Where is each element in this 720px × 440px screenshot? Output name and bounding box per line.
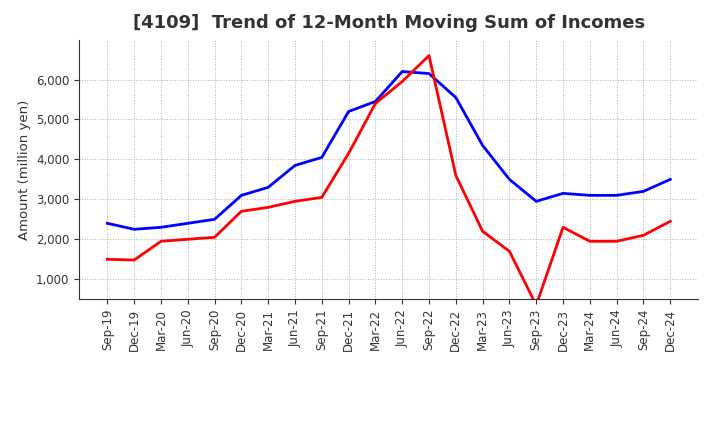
Ordinary Income (639, 189, 648, 194)
Net Income (184, 237, 192, 242)
Net Income (425, 53, 433, 58)
Ordinary Income (585, 193, 594, 198)
Net Income (612, 238, 621, 244)
Y-axis label: Amount (million yen): Amount (million yen) (17, 99, 30, 239)
Ordinary Income (210, 216, 219, 222)
Ordinary Income (344, 109, 353, 114)
Net Income (398, 79, 407, 84)
Ordinary Income (559, 191, 567, 196)
Net Income (291, 199, 300, 204)
Ordinary Income (612, 193, 621, 198)
Ordinary Income (237, 193, 246, 198)
Ordinary Income (103, 221, 112, 226)
Net Income (210, 235, 219, 240)
Line: Net Income: Net Income (107, 55, 670, 305)
Ordinary Income (291, 163, 300, 168)
Title: [4109]  Trend of 12-Month Moving Sum of Incomes: [4109] Trend of 12-Month Moving Sum of I… (132, 15, 645, 33)
Net Income (371, 101, 379, 106)
Ordinary Income (505, 177, 514, 182)
Net Income (451, 173, 460, 178)
Line: Ordinary Income: Ordinary Income (107, 72, 670, 229)
Ordinary Income (264, 185, 272, 190)
Net Income (532, 303, 541, 308)
Net Income (237, 209, 246, 214)
Ordinary Income (666, 177, 675, 182)
Net Income (103, 257, 112, 262)
Ordinary Income (130, 227, 138, 232)
Ordinary Income (425, 71, 433, 76)
Ordinary Income (371, 99, 379, 104)
Net Income (639, 233, 648, 238)
Net Income (666, 219, 675, 224)
Ordinary Income (398, 69, 407, 74)
Net Income (559, 225, 567, 230)
Net Income (344, 151, 353, 156)
Net Income (130, 257, 138, 263)
Ordinary Income (478, 143, 487, 148)
Net Income (505, 249, 514, 254)
Ordinary Income (184, 221, 192, 226)
Net Income (585, 238, 594, 244)
Ordinary Income (318, 155, 326, 160)
Ordinary Income (451, 95, 460, 100)
Net Income (157, 238, 166, 244)
Ordinary Income (157, 225, 166, 230)
Net Income (478, 229, 487, 234)
Net Income (264, 205, 272, 210)
Ordinary Income (532, 199, 541, 204)
Net Income (318, 195, 326, 200)
